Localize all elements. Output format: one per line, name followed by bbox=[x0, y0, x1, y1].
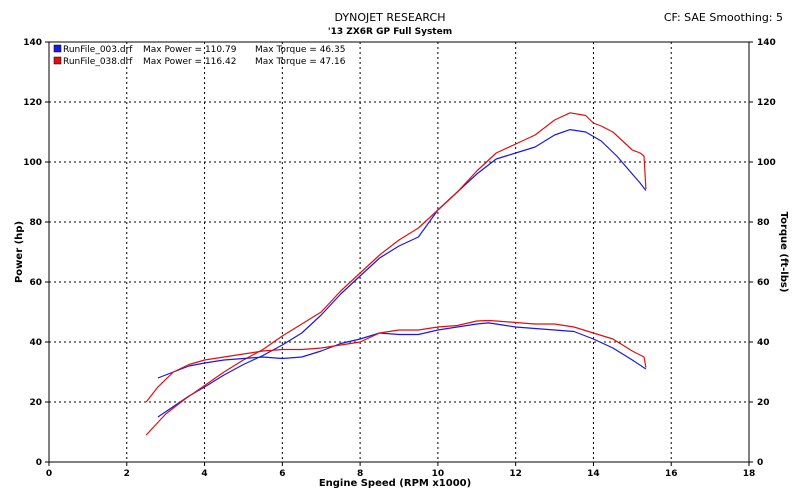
y-tick-label: 0 bbox=[36, 458, 42, 468]
y-tick-label: 40 bbox=[29, 338, 42, 348]
legend: RunFile_003.drf Max Power = 110.79 Max T… bbox=[53, 44, 346, 67]
y2-axis-label: Torque (ft-lbs) bbox=[778, 212, 789, 293]
y-tick-label: 100 bbox=[23, 158, 42, 168]
y2-tick-label: 0 bbox=[757, 458, 763, 468]
series-group bbox=[145, 112, 647, 436]
legend-file-label: RunFile_038.drf bbox=[63, 57, 133, 67]
y2-tick-label: 80 bbox=[757, 218, 770, 228]
chart-subtitle: '13 ZX6R GP Full System bbox=[328, 27, 452, 37]
series-line-torque bbox=[157, 322, 647, 379]
y2-tick-label: 120 bbox=[757, 98, 776, 108]
chart-title: DYNOJET RESEARCH bbox=[335, 11, 446, 24]
x-tick-label: 14 bbox=[587, 469, 600, 479]
x-tick-label: 8 bbox=[357, 469, 363, 479]
x-axis-ticks: 0 2 4 6 8 10 12 14 16 18 bbox=[46, 462, 755, 479]
legend-swatch bbox=[53, 44, 62, 53]
legend-torque-label: Max Torque = 47.16 bbox=[255, 57, 346, 67]
y2-tick-label: 100 bbox=[757, 158, 776, 168]
left-axis-ticks: 0 20 40 60 80 100 120 140 bbox=[23, 38, 49, 468]
series-line-power bbox=[157, 129, 647, 418]
y-tick-label: 140 bbox=[23, 38, 42, 48]
x-tick-label: 0 bbox=[46, 469, 52, 479]
x-tick-label: 16 bbox=[665, 469, 678, 479]
y2-tick-label: 60 bbox=[757, 278, 770, 288]
plot-area bbox=[48, 41, 750, 463]
series-line-torque bbox=[145, 319, 647, 403]
y-axis-label: Power (hp) bbox=[14, 221, 25, 283]
x-tick-label: 10 bbox=[432, 469, 445, 479]
y2-tick-label: 140 bbox=[757, 38, 776, 48]
legend-torque-label: Max Torque = 46.35 bbox=[255, 45, 345, 55]
legend-swatch bbox=[53, 56, 62, 65]
y-tick-label: 120 bbox=[23, 98, 42, 108]
y2-tick-label: 20 bbox=[757, 398, 770, 408]
x-tick-label: 2 bbox=[124, 469, 130, 479]
series-line-power bbox=[145, 112, 647, 436]
correction-factor-label: CF: SAE Smoothing: 5 bbox=[664, 11, 783, 24]
y-tick-label: 60 bbox=[29, 278, 42, 288]
y-tick-label: 80 bbox=[29, 218, 42, 228]
legend-power-label: Max Power = 110.79 bbox=[143, 45, 237, 55]
x-tick-label: 12 bbox=[509, 469, 522, 479]
x-tick-label: 6 bbox=[279, 469, 285, 479]
y2-tick-label: 40 bbox=[757, 338, 770, 348]
y-tick-label: 20 bbox=[29, 398, 42, 408]
legend-file-label: RunFile_003.drf bbox=[63, 45, 133, 55]
right-axis-ticks: 0 20 40 60 80 100 120 140 bbox=[749, 38, 776, 468]
legend-power-label: Max Power = 116.42 bbox=[143, 57, 236, 67]
x-axis-label: Engine Speed (RPM x1000) bbox=[319, 478, 471, 489]
x-tick-label: 4 bbox=[201, 469, 207, 479]
grid bbox=[49, 42, 749, 462]
x-tick-label: 18 bbox=[743, 469, 756, 479]
